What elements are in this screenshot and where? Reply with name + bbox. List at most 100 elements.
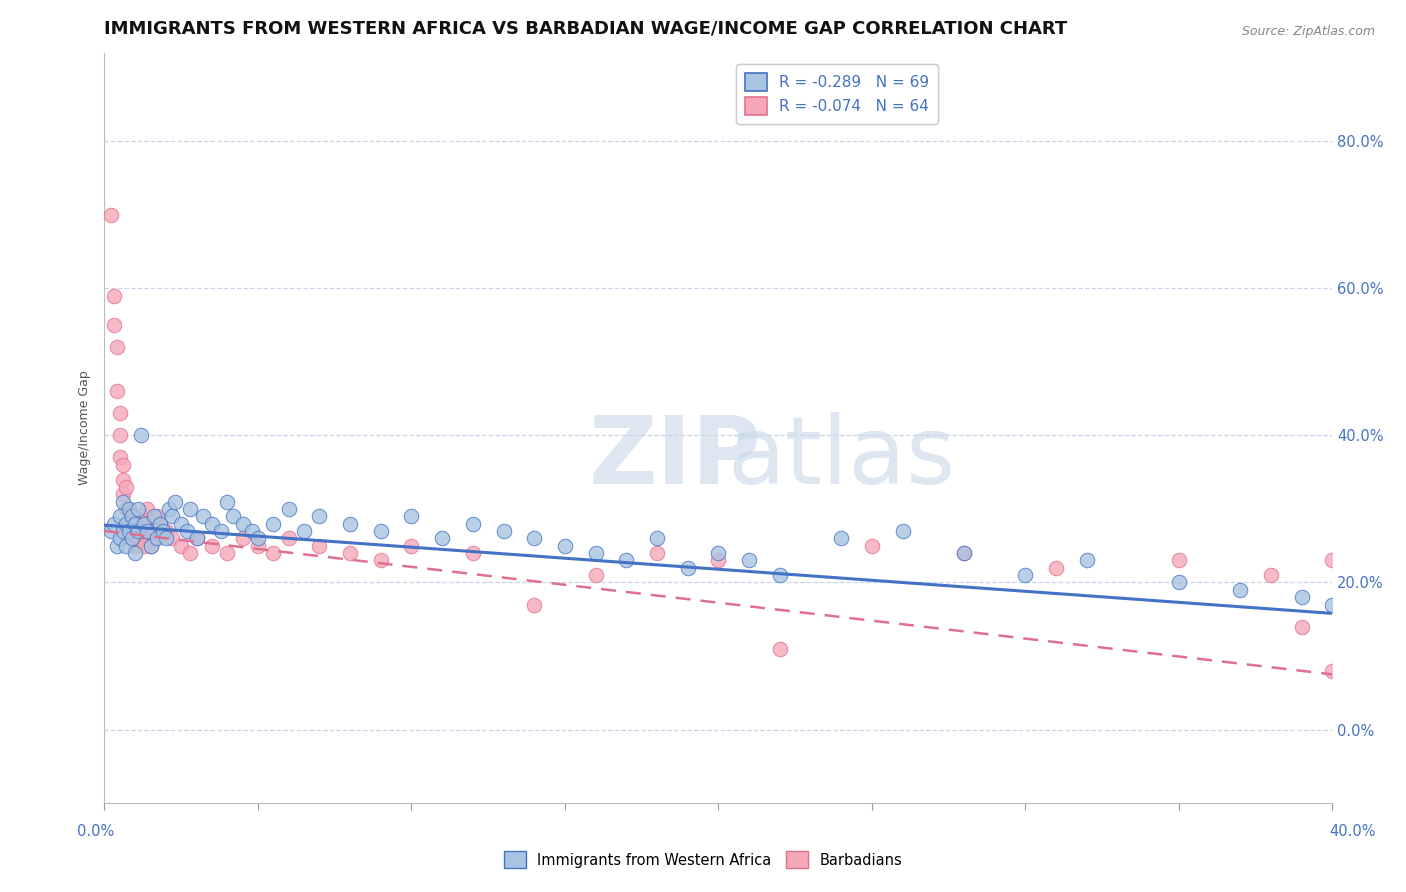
Point (105, 340, 128, 354)
Point (1076, 553, 1098, 567)
Point (127, 532, 149, 546)
Text: ZIP: ZIP (589, 412, 762, 504)
Point (246, 532, 269, 546)
Point (155, 524, 177, 538)
Point (111, 524, 134, 538)
Point (108, 406, 131, 420)
Point (124, 546, 146, 560)
Point (769, 641, 792, 656)
Point (1014, 568, 1036, 582)
Point (461, 516, 484, 531)
Point (201, 516, 224, 531)
Point (191, 509, 214, 524)
Point (152, 524, 174, 538)
Point (891, 524, 914, 538)
Point (121, 524, 143, 538)
Point (145, 509, 167, 524)
Point (401, 539, 423, 553)
Point (523, 598, 546, 612)
Point (134, 516, 156, 531)
Point (118, 502, 141, 516)
Y-axis label: Wage/Income Gap: Wage/Income Gap (79, 371, 91, 485)
Point (262, 516, 284, 531)
Point (165, 494, 187, 508)
Point (1260, 568, 1282, 582)
Point (554, 539, 576, 553)
Text: 40.0%: 40.0% (1329, 824, 1376, 838)
Point (217, 494, 239, 508)
Text: IMMIGRANTS FROM WESTERN AFRICA VS BARBADIAN WAGE/INCOME GAP CORRELATION CHART: IMMIGRANTS FROM WESTERN AFRICA VS BARBAD… (104, 20, 1067, 37)
Point (1322, 598, 1344, 612)
Point (1168, 553, 1191, 567)
Point (124, 539, 146, 553)
Point (149, 516, 172, 531)
Point (124, 516, 146, 531)
Point (127, 516, 149, 531)
Point (222, 509, 245, 524)
Point (1322, 553, 1344, 567)
Point (614, 553, 637, 567)
Point (461, 546, 484, 560)
Point (131, 509, 153, 524)
Point (103, 288, 125, 302)
Point (111, 458, 134, 472)
Point (523, 532, 546, 546)
Point (131, 428, 153, 442)
Point (186, 532, 208, 546)
Point (124, 532, 146, 546)
Point (645, 532, 668, 546)
Point (676, 561, 699, 575)
Point (105, 539, 128, 553)
Point (370, 524, 392, 538)
Point (170, 516, 193, 531)
Point (1322, 664, 1344, 678)
Point (262, 546, 284, 560)
Point (240, 524, 263, 538)
Point (1229, 582, 1251, 597)
Point (136, 524, 159, 538)
Point (105, 384, 128, 399)
Point (103, 318, 125, 332)
Point (308, 509, 330, 524)
Point (103, 516, 125, 531)
Point (308, 539, 330, 553)
Legend: R = -0.289   N = 69, R = -0.074   N = 64: R = -0.289 N = 69, R = -0.074 N = 64 (735, 64, 938, 124)
Point (1045, 561, 1067, 575)
Point (217, 546, 239, 560)
Text: Source: ZipAtlas.com: Source: ZipAtlas.com (1241, 25, 1375, 38)
Point (179, 546, 201, 560)
Point (1168, 575, 1191, 590)
Legend: Immigrants from Western Africa, Barbadians: Immigrants from Western Africa, Barbadia… (498, 846, 908, 874)
Point (121, 509, 143, 524)
Point (201, 539, 224, 553)
Point (160, 532, 183, 546)
Point (100, 524, 122, 538)
Point (118, 524, 141, 538)
Point (118, 502, 141, 516)
Text: atlas: atlas (727, 412, 956, 504)
Point (115, 516, 138, 531)
Point (585, 568, 607, 582)
Point (401, 509, 423, 524)
Point (176, 524, 198, 538)
Text: 0.0%: 0.0% (77, 824, 114, 838)
Point (118, 516, 141, 531)
Point (134, 516, 156, 531)
Point (277, 502, 299, 516)
Point (100, 208, 122, 222)
Point (1291, 619, 1313, 633)
Point (111, 473, 134, 487)
Point (339, 546, 361, 560)
Point (118, 532, 141, 546)
Point (430, 532, 453, 546)
Point (209, 524, 232, 538)
Point (142, 532, 165, 546)
Point (115, 539, 138, 553)
Point (707, 553, 730, 567)
Point (111, 487, 134, 501)
Point (953, 546, 976, 560)
Point (830, 532, 852, 546)
Point (121, 509, 143, 524)
Point (492, 524, 515, 538)
Point (232, 516, 254, 531)
